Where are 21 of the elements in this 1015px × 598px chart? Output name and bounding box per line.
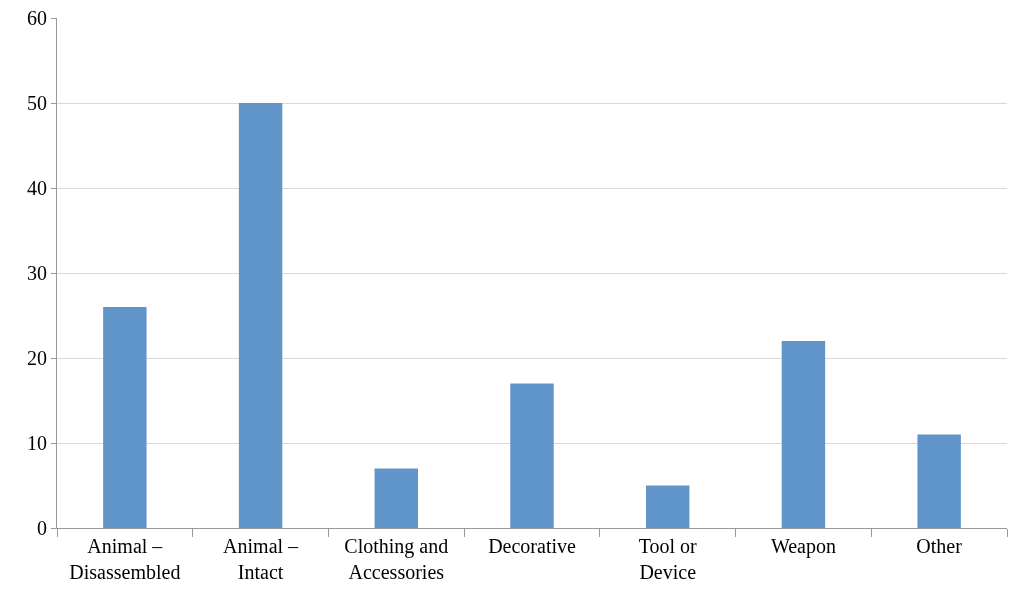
y-tick-label: 30 — [27, 262, 47, 284]
x-tick-label: Animal – Intact — [223, 535, 300, 583]
x-tick-label: Other — [916, 535, 963, 557]
x-tick-label: Weapon — [770, 535, 836, 558]
y-tick-label: 50 — [27, 92, 47, 114]
y-tick-label: 60 — [27, 7, 47, 29]
x-tick-label: Decorative — [488, 535, 576, 557]
bar — [374, 468, 418, 528]
bar — [646, 485, 690, 528]
bar — [781, 341, 826, 528]
bar — [917, 434, 961, 528]
y-tick-label: 10 — [27, 432, 47, 454]
bar — [510, 383, 554, 528]
y-tick-label: 20 — [27, 347, 47, 369]
x-tick-label: Animal – Disassembled — [69, 535, 181, 583]
x-tick-label: Clothing and Accessories — [344, 535, 449, 583]
bar — [103, 307, 147, 528]
y-tick-label: 40 — [27, 177, 47, 199]
y-tick-label: 0 — [37, 517, 47, 539]
x-tick-label: Tool or Device — [638, 535, 698, 583]
bar — [238, 103, 283, 528]
